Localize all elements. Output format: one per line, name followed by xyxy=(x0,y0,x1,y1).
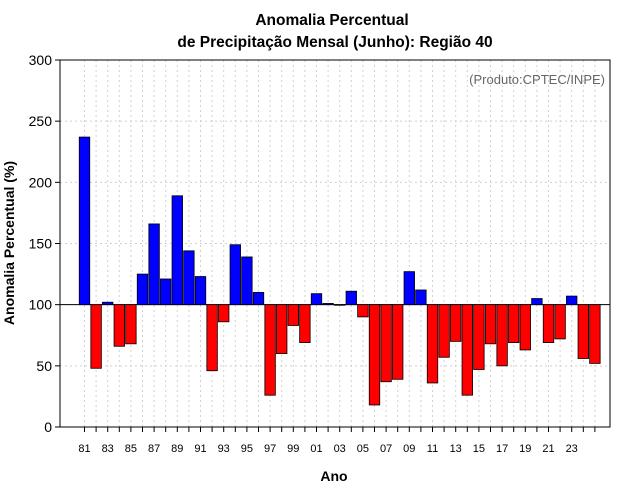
bar xyxy=(542,304,555,343)
y-axis: 0 50 100 150 200 250 300 xyxy=(29,52,60,435)
bar xyxy=(577,304,589,359)
bar xyxy=(461,304,473,396)
y-tick-label: 250 xyxy=(29,113,53,129)
bar xyxy=(368,304,381,406)
bar xyxy=(589,304,601,364)
x-tick-label: 15 xyxy=(473,443,485,455)
bar xyxy=(531,298,543,306)
x-tick-label: 93 xyxy=(218,443,230,455)
y-tick-label: 100 xyxy=(29,297,53,313)
bar xyxy=(78,136,91,306)
x-axis: 81 83 85 87 89 91 93 95 97 99 01 03 05 07 09 11 13 15 17 19… xyxy=(78,427,596,455)
y-tick-label: 50 xyxy=(36,358,52,374)
x-axis-title: Ano xyxy=(320,468,347,484)
bar xyxy=(276,304,288,355)
chart-title-line2: de Precipitação Mensal (Junho): Região 4… xyxy=(177,34,492,51)
y-tick-label: 150 xyxy=(29,236,53,252)
bar xyxy=(252,292,265,306)
bar xyxy=(287,304,299,326)
x-tick-label: 13 xyxy=(450,443,462,455)
x-tick-label: 91 xyxy=(194,443,206,455)
bar xyxy=(125,304,137,345)
bar xyxy=(496,304,508,367)
bar xyxy=(345,290,357,306)
credit-label: (Produto:CPTEC/INPE) xyxy=(469,72,605,87)
y-tick-label: 300 xyxy=(29,52,53,68)
bar xyxy=(322,303,334,306)
bar xyxy=(450,304,462,342)
bar xyxy=(264,304,276,396)
x-tick-label: 89 xyxy=(171,443,183,455)
bar xyxy=(403,271,415,306)
x-tick-label: 85 xyxy=(125,443,137,455)
x-tick-label: 01 xyxy=(310,443,322,455)
x-tick-label: 05 xyxy=(357,443,369,455)
x-tick-label: 11 xyxy=(427,443,438,455)
bar xyxy=(566,295,578,306)
y-tick-label: 200 xyxy=(29,174,53,190)
x-tick-label: 99 xyxy=(287,443,299,455)
bar xyxy=(438,304,450,358)
x-tick-label: 97 xyxy=(264,443,276,455)
bar xyxy=(519,304,531,351)
x-tick-label: 07 xyxy=(380,443,392,455)
bar xyxy=(229,244,241,306)
x-tick-label: 09 xyxy=(403,443,415,455)
bar xyxy=(183,250,195,306)
x-tick-label: 21 xyxy=(542,443,554,455)
bar xyxy=(392,304,404,380)
bar xyxy=(426,304,439,384)
bar xyxy=(171,195,183,306)
bar xyxy=(508,304,520,343)
bar xyxy=(554,304,566,340)
bar xyxy=(90,304,102,369)
x-tick-label: 95 xyxy=(241,443,253,455)
y-axis-title: Anomalia Percentual (%) xyxy=(1,161,17,325)
bar xyxy=(148,223,160,306)
bar xyxy=(310,293,323,306)
bars xyxy=(78,136,601,406)
bar xyxy=(357,304,369,318)
y-tick-label: 0 xyxy=(44,419,52,435)
bar xyxy=(473,304,485,370)
x-tick-label: 87 xyxy=(148,443,160,455)
bar xyxy=(136,273,149,306)
bar xyxy=(484,304,497,345)
bar xyxy=(102,301,114,306)
bar xyxy=(299,304,311,343)
bar xyxy=(334,304,346,306)
x-tick-label: 17 xyxy=(496,443,508,455)
grid-lines xyxy=(60,60,610,427)
bar xyxy=(415,289,427,306)
x-tick-label: 03 xyxy=(334,443,346,455)
x-tick-label: 83 xyxy=(102,443,114,455)
x-tick-label: 81 xyxy=(78,443,90,455)
bar xyxy=(206,304,218,372)
bar xyxy=(113,304,125,347)
bar xyxy=(218,304,230,323)
x-tick-label: 19 xyxy=(519,443,531,455)
x-tick-label: 23 xyxy=(566,443,578,455)
chart-title-line1: Anomalia Percentual xyxy=(255,12,408,29)
bar xyxy=(160,278,172,306)
bar xyxy=(241,256,253,306)
bar xyxy=(194,276,207,306)
bar xyxy=(380,304,392,383)
